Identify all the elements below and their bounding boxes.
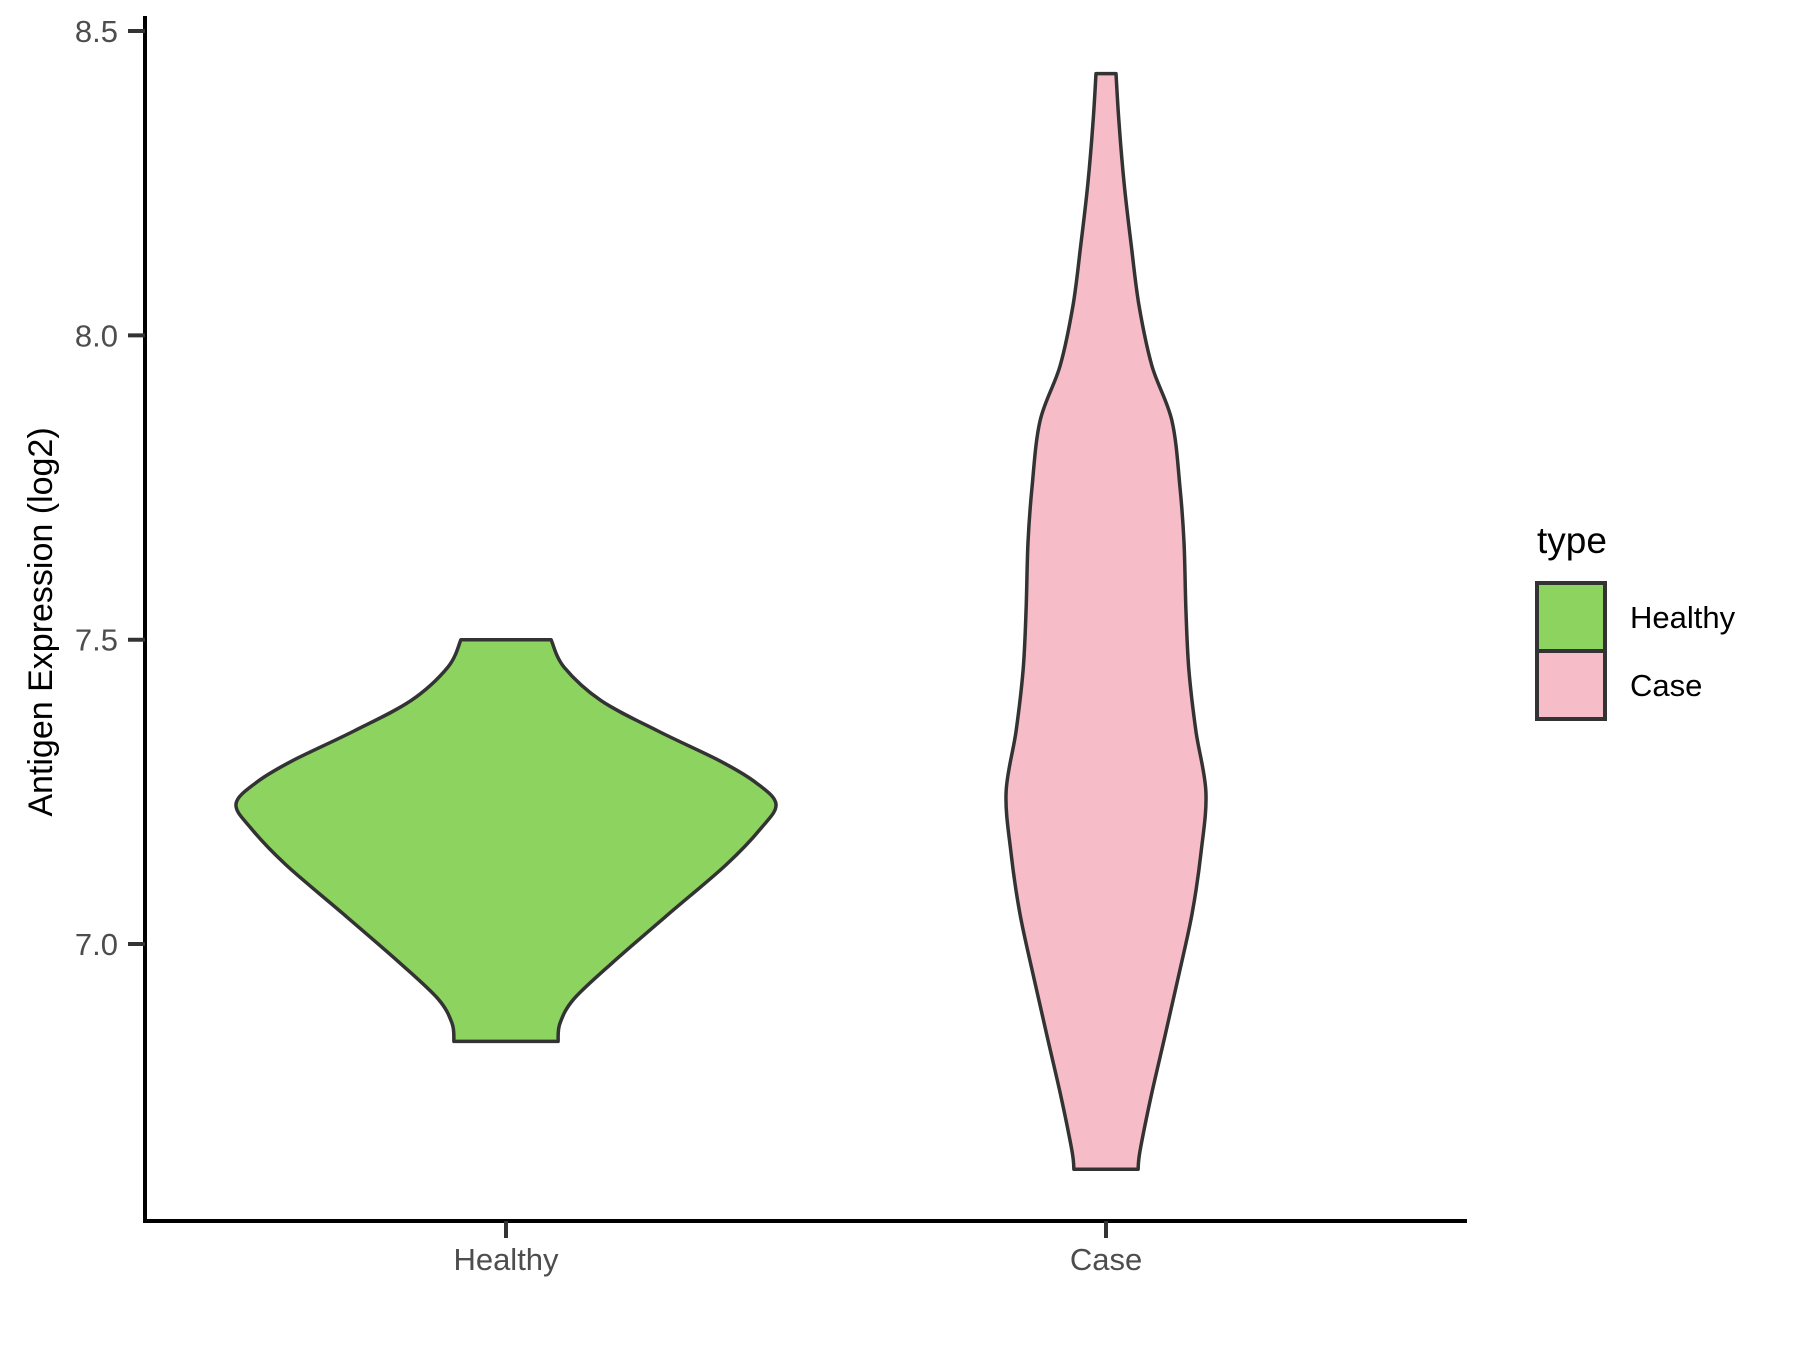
y-tick-label: 7.5 [75,623,118,658]
violins-group [234,71,1208,1172]
x-tick-label-case: Case [1070,1242,1142,1277]
y-tick-label: 8.5 [75,14,118,49]
legend: type Healthy Case [1535,520,1736,721]
violin-case [1004,71,1208,1172]
legend-title: type [1537,520,1607,561]
legend-key-case [1535,649,1607,721]
legend-label-case: Case [1630,668,1702,703]
x-axis-ticks-group: Healthy Case [453,1221,1142,1277]
y-tick-label: 7.0 [75,927,118,962]
x-tick-label-healthy: Healthy [453,1242,559,1277]
y-axis-ticks-group: 8.5 8.0 7.5 7.0 [75,14,145,962]
legend-label-healthy: Healthy [1630,600,1736,635]
legend-key-healthy [1535,581,1607,653]
y-tick-label: 8.0 [75,318,118,353]
y-axis-title: Antigen Expression (log2) [22,427,60,816]
violin-healthy [234,637,778,1044]
legend-entries-group: Healthy Case [1535,581,1736,721]
